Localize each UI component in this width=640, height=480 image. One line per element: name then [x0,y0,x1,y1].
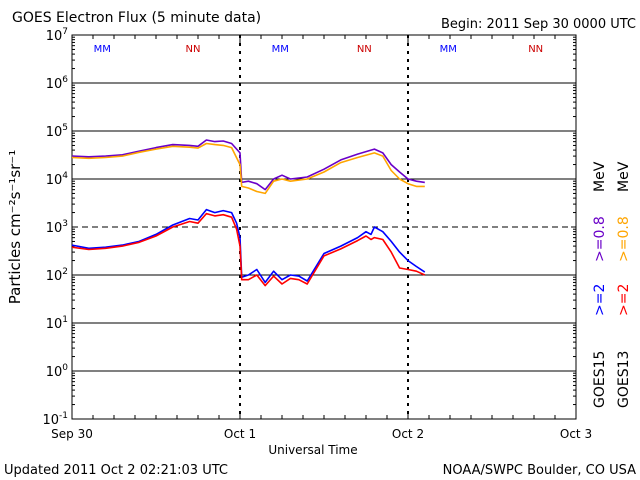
y-tick-label: 102 [46,267,68,284]
data-series [71,139,426,287]
marker-mm: MM [272,44,289,55]
y-tick-label: 104 [46,171,69,188]
updated-timestamp: Updated 2011 Oct 2 02:21:03 UTC [4,463,228,478]
right-legend: GOES15 GOES13 >=2 >=2 >=0.8 >=0.8 MeV MeV [592,161,632,408]
legend-goes15-low: >=0.8 [592,216,608,262]
y-tick-label: 101 [46,315,68,332]
source-credit: NOAA/SWPC Boulder, CO USA [443,463,636,478]
legend-goes13-high: >=2 [616,284,632,316]
legend-goes13-low: >=0.8 [616,216,632,262]
y-tick-label: 107 [46,27,68,44]
y-tick-label: 10-1 [42,411,68,428]
x-tick-label: Oct 1 [224,427,256,441]
begin-date: Begin: 2011 Sep 30 0000 UTC [441,17,636,32]
legend-goes13: GOES13 [616,351,632,408]
x-tick-label: Oct 2 [392,427,424,441]
y-tick-label: 105 [46,123,68,140]
x-axis: Sep 30 Oct 1 Oct 2 Oct 3 [51,35,592,441]
series-line [71,208,426,284]
y-tick-label: 100 [46,363,69,380]
x-tick-label: Oct 3 [560,427,592,441]
day-dividers [239,35,409,419]
marker-mm: MM [440,44,457,55]
series-line [71,139,425,191]
marker-nn: NN [185,44,200,55]
legend-goes15-high: >=2 [592,284,608,316]
marker-nn: NN [357,44,372,55]
series-line [71,142,425,195]
chart-title: GOES Electron Flux (5 minute data) [12,10,261,26]
y-tick-label: 106 [46,75,69,92]
series-line [71,212,426,287]
marker-nn: NN [528,44,543,55]
mm-nn-markers: MM NN MM NN MM NN [94,44,544,55]
gridlines [72,82,576,372]
y-axis-label: Particles cm⁻²s⁻¹sr⁻¹ [6,150,24,304]
y-tick-label: 103 [46,219,68,236]
marker-mm: MM [94,44,111,55]
legend-unit: MeV [616,161,632,192]
x-axis-label: Universal Time [268,443,357,457]
x-tick-label: Sep 30 [51,427,93,441]
legend-goes15: GOES15 [592,351,608,408]
y-axis: 10-1 100 101 102 103 104 105 106 107 [42,27,576,428]
legend-unit: MeV [592,161,608,192]
